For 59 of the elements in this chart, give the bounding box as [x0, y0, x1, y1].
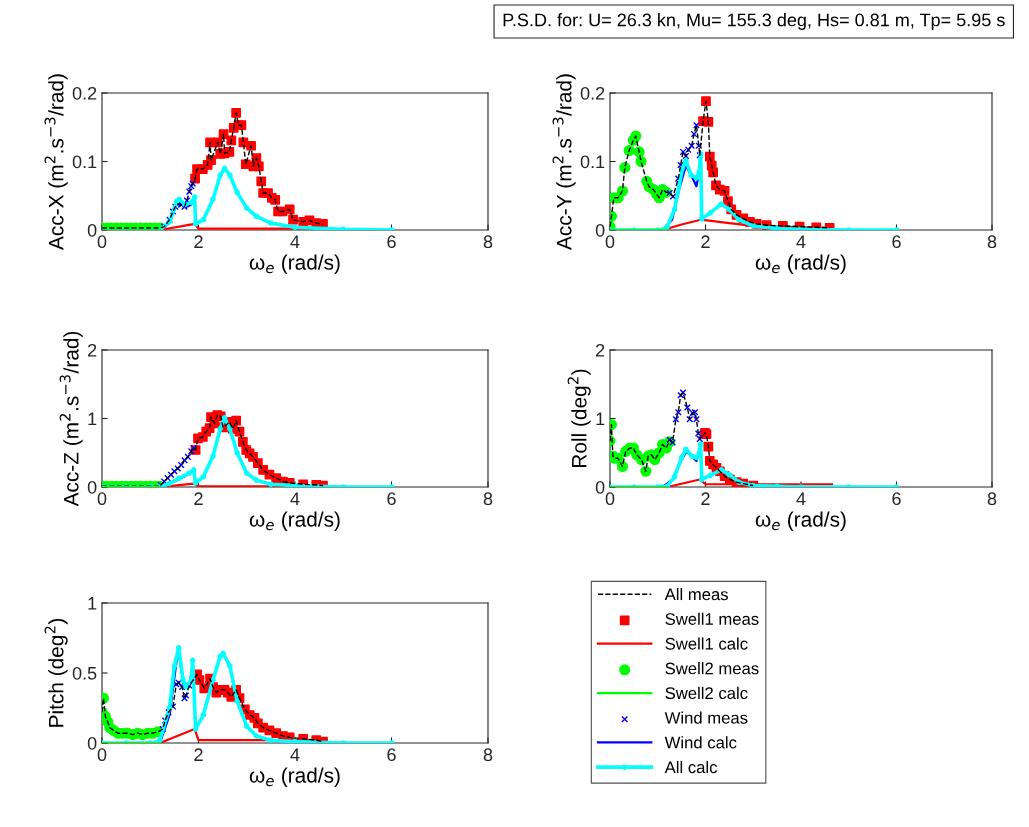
x-axis-title: ω$_{e}$ (rad/s) — [755, 511, 846, 531]
x-tick-label: 8 — [483, 748, 493, 762]
x-tick-label: 6 — [892, 492, 901, 506]
y-tick-label: 0 — [87, 223, 97, 237]
legend-label: All calc — [664, 760, 718, 774]
x-axis-title: ω$_{e}$ (rad/s) — [249, 767, 340, 787]
x-tick-label: 2 — [701, 492, 710, 505]
x-tick-label: 2 — [194, 748, 203, 761]
x-tick-label: 2 — [701, 235, 710, 248]
x-tick-label: 6 — [892, 235, 901, 249]
y-tick-label: 2 — [596, 343, 605, 357]
x-tick-label: 8 — [483, 235, 493, 249]
y-tick-label: 0 — [595, 223, 605, 237]
x-tick-label: 0 — [97, 492, 107, 506]
x-tick-label: 0 — [605, 235, 615, 249]
y-tick-label: 1 — [88, 597, 97, 610]
x-tick-label: 2 — [194, 492, 203, 505]
x-tick-label: 4 — [796, 235, 806, 248]
x-tick-label: 8 — [483, 492, 493, 506]
x-axis-title: ω$_{e}$ (rad/s) — [249, 254, 340, 274]
y-axis-title: Acc-X (m$^{2}$.s$^{−3}$/rad) — [44, 74, 68, 250]
x-tick-label: 6 — [387, 492, 396, 506]
y-tick-label: 0.1 — [580, 155, 605, 169]
legend-label: Swell2 calc — [665, 686, 748, 700]
x-tick-label: 4 — [290, 748, 300, 761]
x-axis-title: ω$_{e}$ (rad/s) — [755, 254, 846, 274]
y-tick-label: 1 — [88, 412, 97, 426]
x-tick-label: 8 — [987, 492, 997, 506]
x-tick-label: 0 — [605, 492, 615, 506]
y-tick-label: 0 — [87, 480, 97, 494]
x-tick-label: 0 — [97, 748, 107, 762]
legend-label: All meas — [664, 588, 728, 601]
y-tick-label: 0.1 — [72, 155, 97, 169]
y-axis-title: Acc-Z (m$^{2}$.s$^{−3}$/rad) — [59, 331, 83, 507]
y-tick-label: 0.2 — [72, 86, 97, 100]
x-tick-label: 4 — [290, 235, 300, 248]
legend-label: Wind calc — [664, 736, 737, 749]
legend-label: Wind meas — [664, 711, 748, 724]
y-tick-label: 0.5 — [72, 666, 97, 680]
y-tick-label: 2 — [88, 343, 97, 357]
chart-title: P.S.D. for: U= 26.3 kn, Mu= 155.3 deg, Hs= 0.81 m, Tp= 5.95 s — [503, 13, 1005, 30]
y-tick-label: 0 — [87, 736, 97, 750]
y-axis-title: Roll (deg$^{2}$) — [567, 369, 591, 467]
x-tick-label: 0 — [97, 235, 107, 249]
y-tick-label: 0 — [595, 480, 605, 494]
x-tick-label: 8 — [987, 235, 997, 249]
x-axis-title: ω$_{e}$ (rad/s) — [249, 511, 340, 531]
y-axis-title: Pitch (deg$^{2}$) — [44, 618, 68, 727]
x-tick-label: 6 — [387, 748, 396, 762]
y-tick-label: 0.2 — [580, 86, 605, 100]
legend-label: Swell2 meas — [665, 662, 759, 675]
legend-label: Swell1 calc — [665, 637, 748, 650]
x-tick-label: 2 — [194, 235, 203, 248]
y-axis-title: Acc-Y (m$^{2}$.s$^{−3}$/rad) — [552, 74, 576, 250]
legend-label: Swell1 meas — [665, 612, 759, 625]
x-tick-label: 6 — [387, 235, 396, 249]
x-tick-label: 4 — [290, 492, 300, 505]
x-tick-label: 4 — [796, 492, 806, 505]
y-tick-label: 1 — [596, 412, 605, 426]
